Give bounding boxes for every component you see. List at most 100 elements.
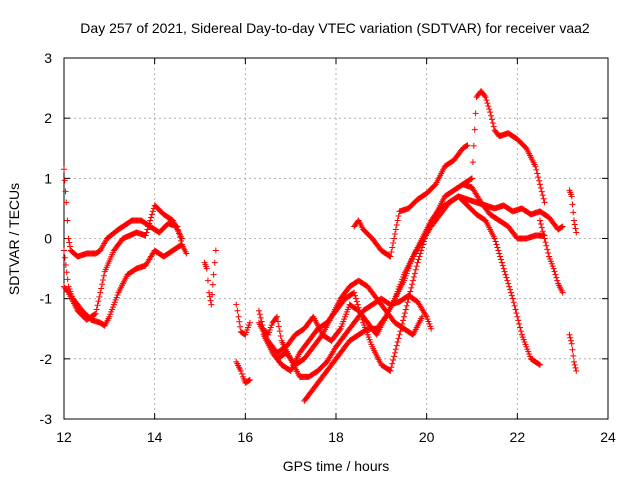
data-point-interp [392,226,399,233]
data-point-interp [94,302,101,309]
data-point-interp [552,271,559,278]
data-point-interp [481,92,488,99]
data-point-interp [143,229,150,236]
data-point [97,289,104,296]
data-point-interp [543,242,550,249]
data-point [541,235,548,242]
data-point [568,340,575,347]
data-point-interp [551,268,558,275]
x-tick-label: 12 [56,429,72,445]
y-tick-label: 1 [44,170,52,186]
data-point [573,229,580,236]
data-point-interp [391,235,398,242]
data-point-interp [100,272,107,279]
data-point-interp [386,252,393,259]
data-point-interp [256,311,263,318]
data-point-interp [66,239,73,246]
data-point [568,193,575,200]
data-point-interp [388,249,395,256]
data-point-interp [511,302,518,309]
data-point [274,313,281,320]
data-point-interp [144,226,151,233]
data-point-interp [336,326,343,333]
series-track-a [61,166,190,260]
data-point-interp [352,295,359,302]
data-point [566,331,573,338]
data-point-interp [483,97,490,104]
series-track-o [566,187,580,236]
data-point-interp [540,195,547,202]
data-point-interp [484,100,491,107]
data-point-interp [99,277,106,284]
x-tick-label: 20 [419,429,435,445]
data-point-interp [147,217,154,224]
data-point-interp [416,253,423,260]
data-point-interp [91,311,98,318]
data-point [246,319,253,326]
series-track-d [201,247,219,308]
series-track-l [351,142,471,260]
data-point-interp [496,250,503,257]
data-point-interp [493,241,500,248]
data-point-interp [499,262,506,269]
data-point-interp [417,250,424,257]
data-point-interp [542,239,549,246]
data-point-interp [393,221,400,228]
data-point-interp [502,271,509,278]
data-point-interp [406,292,413,299]
data-point-interp [571,361,578,368]
data-point [387,253,394,260]
series-track-j [301,193,543,404]
data-point-interp [410,274,417,281]
data-point-interp [354,301,361,308]
series-track-e [233,301,253,338]
data-point-interp [485,103,492,110]
data-point-interp [352,292,359,299]
data-point [235,313,242,320]
data-point-interp [62,261,69,268]
data-point [203,265,210,272]
data-point-interp [204,277,211,284]
x-axis-label: GPS time / hours [283,458,390,474]
data-point-interp [96,293,103,300]
data-point [208,301,215,308]
series-track-n [537,217,566,296]
data-point-interp [177,242,184,249]
data-point [61,166,67,173]
data-point [571,217,577,224]
data-point-interp [355,304,362,311]
data-point-interp [537,221,544,228]
data-point [65,235,72,242]
data-point-interp [64,217,71,224]
data-point-interp [513,310,520,317]
data-point-interp [498,259,505,266]
data-point-interp [356,307,363,314]
data-point [532,163,539,170]
data-point-interp [395,335,402,342]
data-point [482,94,489,101]
data-point [233,301,240,308]
series-track-b [61,241,185,329]
data-point-interp [391,353,398,360]
data-point-interp [245,377,252,384]
data-point-interp [277,332,284,339]
data-point-interp [273,314,280,321]
data-point-interp [209,291,216,298]
data-point-interp [488,112,495,119]
data-point [541,199,548,206]
data-point-interp [238,370,245,377]
x-tick-label: 22 [510,429,526,445]
data-point-interp [274,318,281,325]
data-point-interp [571,221,578,228]
data-point-interp [495,247,502,254]
data-point [396,331,403,338]
data-point-interp [358,313,365,320]
data-point-interp [258,318,265,325]
data-point [178,235,185,242]
data-point-interp [390,240,397,247]
data-point [537,181,543,188]
data-point-interp [570,209,577,216]
data-point-interp [471,126,478,133]
data-point-interp [411,270,418,277]
